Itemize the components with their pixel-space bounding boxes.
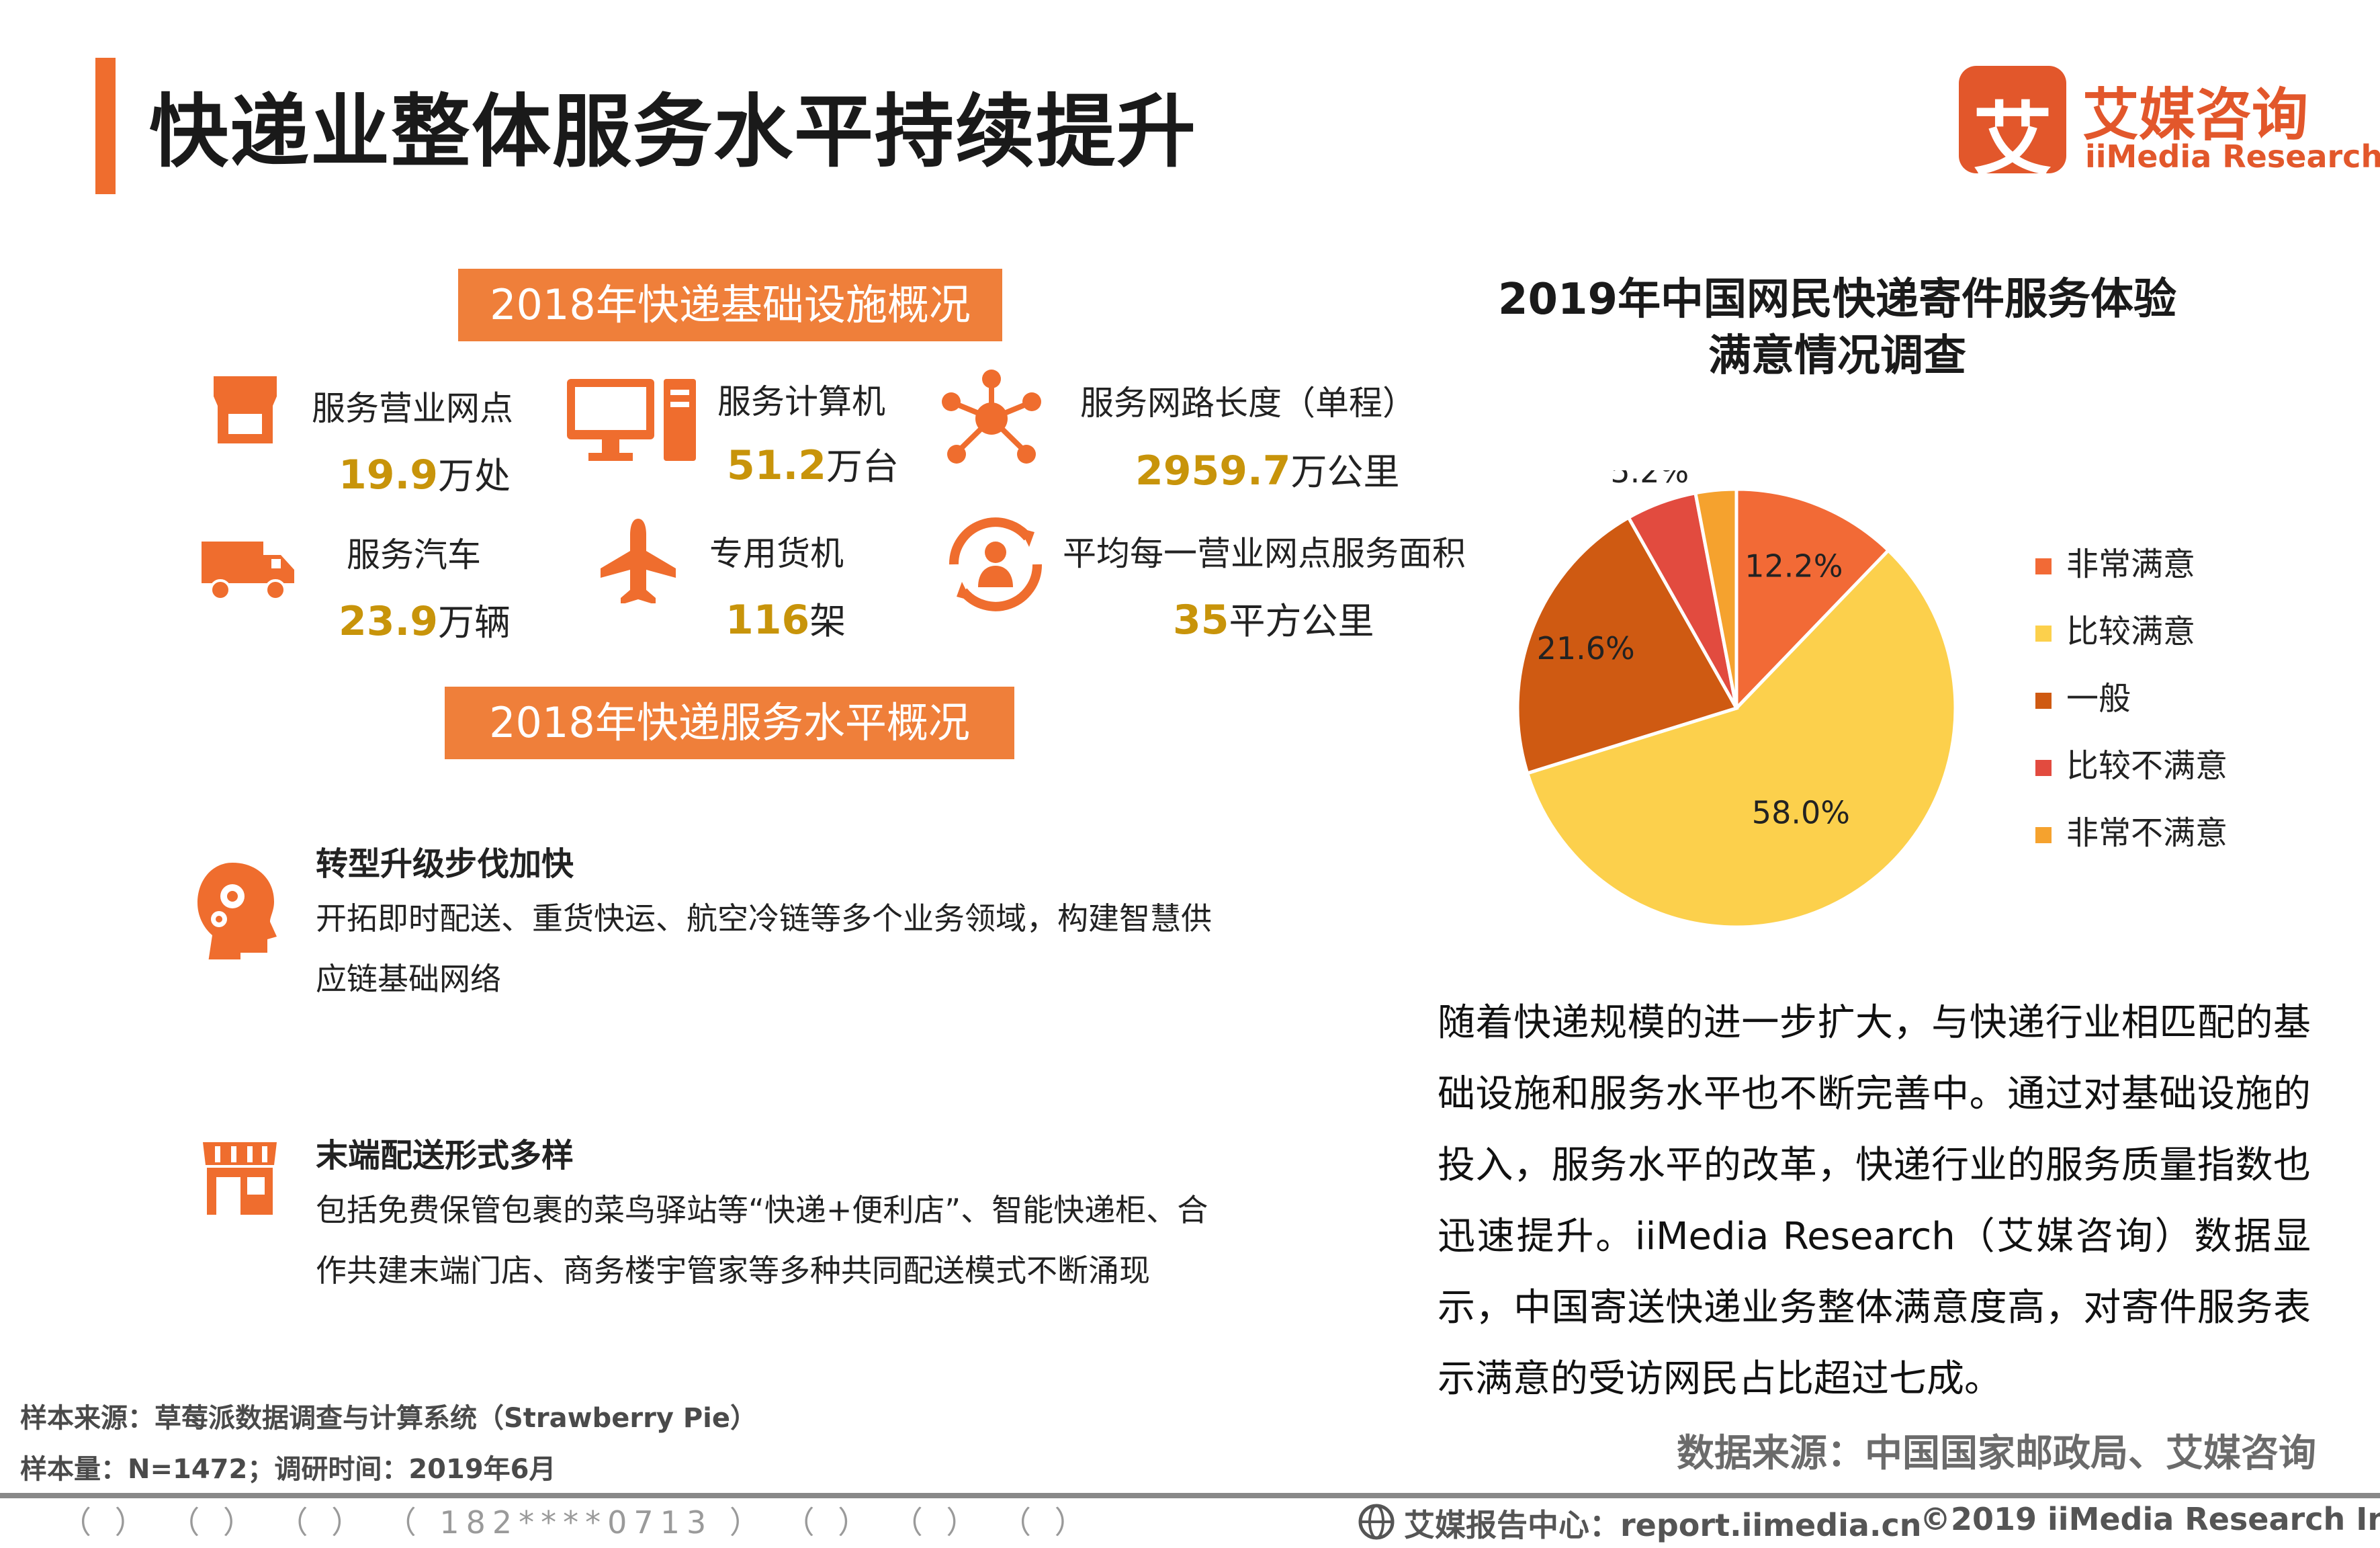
chart-title: 2019年中国网民快递寄件服务体验 满意情况调查 — [1424, 271, 2250, 384]
page-title: 快递业整体服务水平持续提升 — [149, 85, 1198, 178]
infra-label: 专用货机 — [709, 534, 844, 573]
pie-label-3: 5.2% — [1610, 470, 1689, 490]
infra-label: 服务汽车 — [347, 535, 481, 574]
infra-heading: 2018年快递基础设施概况 — [458, 269, 1002, 341]
service-body: 包括免费保管包裹的菜鸟驿站等“快递+便利店”、智能快递柜、合作共建末端门店、商务… — [316, 1192, 1208, 1289]
legend-label: 非常不满意 — [2066, 814, 2228, 852]
legend-item: 比较满意 — [2035, 605, 2228, 652]
legend-item: 一般 — [2035, 672, 2228, 719]
globe-icon — [1357, 1502, 1396, 1544]
infra-value: 23.9万辆 — [339, 598, 511, 645]
pie-label-4: 3.0% — [1673, 470, 1752, 476]
legend-label: 非常满意 — [2066, 546, 2196, 583]
footer-divider — [0, 1493, 2380, 1498]
infra-value: 51.2万台 — [727, 442, 899, 489]
legend-swatch — [2035, 827, 2052, 843]
infra-label: 服务营业网点 — [312, 389, 513, 428]
infra-label: 服务计算机 — [717, 382, 885, 421]
infra-label: 平均每一营业网点服务面积 — [1063, 534, 1466, 573]
pie-slice-0 — [1734, 487, 1891, 713]
report-center-link[interactable]: 艾媒报告中心：report.iimedia.cn — [1404, 1507, 1922, 1543]
watermark-text: （ ） （ ） （ ） （ 182****0713 ） （ ） （ ） （ ） — [60, 1504, 1092, 1541]
title-accent-bar — [95, 58, 116, 194]
infra-value: 2959.7万公里 — [1135, 447, 1400, 494]
shop-icon — [196, 1134, 283, 1224]
legend-swatch — [2035, 626, 2052, 642]
service-heading: 2018年快递服务水平概况 — [445, 687, 1014, 759]
logo-text-en: iiMedia Research — [2085, 138, 2380, 175]
copyright: ©2019 iiMedia Research Inc — [1920, 1501, 2380, 1537]
sample-size: 样本量：N=1472；调研时间：2019年6月 — [20, 1454, 556, 1485]
legend-item: 非常不满意 — [2035, 806, 2228, 853]
pie-slice-2 — [1515, 515, 1739, 775]
pie-chart: 12.2% 58.0% 21.6% 5.2%3.0% — [1515, 470, 1957, 929]
logo-glyph: 艾 — [1972, 93, 2052, 186]
infra-value: 35平方公里 — [1173, 597, 1374, 644]
airplane-icon — [598, 516, 678, 606]
data-source: 数据来源：中国国家邮政局、艾媒咨询 — [1677, 1432, 2316, 1475]
legend-item: 比较不满意 — [2035, 739, 2228, 786]
pie-label-2: 21.6% — [1537, 630, 1635, 666]
sample-source: 样本来源：草莓派数据调查与计算系统（Strawberry Pie） — [20, 1403, 757, 1434]
legend-label: 比较满意 — [2066, 613, 2196, 650]
service-title: 末端配送形式多样 — [316, 1137, 574, 1174]
legend-swatch — [2035, 558, 2052, 574]
infra-value: 116架 — [725, 597, 846, 644]
legend-swatch — [2035, 693, 2052, 709]
legend-label: 比较不满意 — [2066, 747, 2228, 785]
logo-text-cn: 艾媒咨询 — [2082, 82, 2309, 148]
pie-slice-4 — [1693, 487, 1738, 709]
storefront-icon — [202, 363, 289, 453]
network-icon — [938, 368, 1045, 472]
service-title: 转型升级步伐加快 — [316, 845, 574, 883]
chart-title-line1: 2019年中国网民快递寄件服务体验 — [1497, 275, 2177, 325]
pie-label-0: 12.2% — [1745, 548, 1843, 584]
pie-slice-1 — [1525, 548, 1957, 929]
logo-mark: 艾 — [1959, 66, 2066, 186]
infra-value: 19.9万处 — [339, 452, 511, 499]
service-body: 开拓即时配送、重货快运、航空冷链等多个业务领域，构建智慧供应链基础网络 — [316, 900, 1212, 997]
truck-icon — [197, 532, 298, 609]
head-gears-icon — [195, 859, 282, 962]
chart-title-line2: 满意情况调查 — [1708, 331, 1966, 381]
chart-legend: 非常满意比较满意一般比较不满意非常不满意 — [2035, 538, 2228, 873]
legend-item: 非常满意 — [2035, 538, 2228, 585]
legend-swatch — [2035, 760, 2052, 776]
pie-label-1: 58.0% — [1752, 794, 1850, 830]
infra-label: 服务网路长度（单程） — [1080, 384, 1416, 423]
computer-icon — [564, 372, 699, 469]
people-cycle-icon — [940, 517, 1051, 614]
summary-paragraph: 随着快递规模的进一步扩大，与快递行业相匹配的基础设施和服务水平也不断完善中。通过… — [1438, 1001, 2311, 1401]
legend-label: 一般 — [2066, 680, 2131, 718]
